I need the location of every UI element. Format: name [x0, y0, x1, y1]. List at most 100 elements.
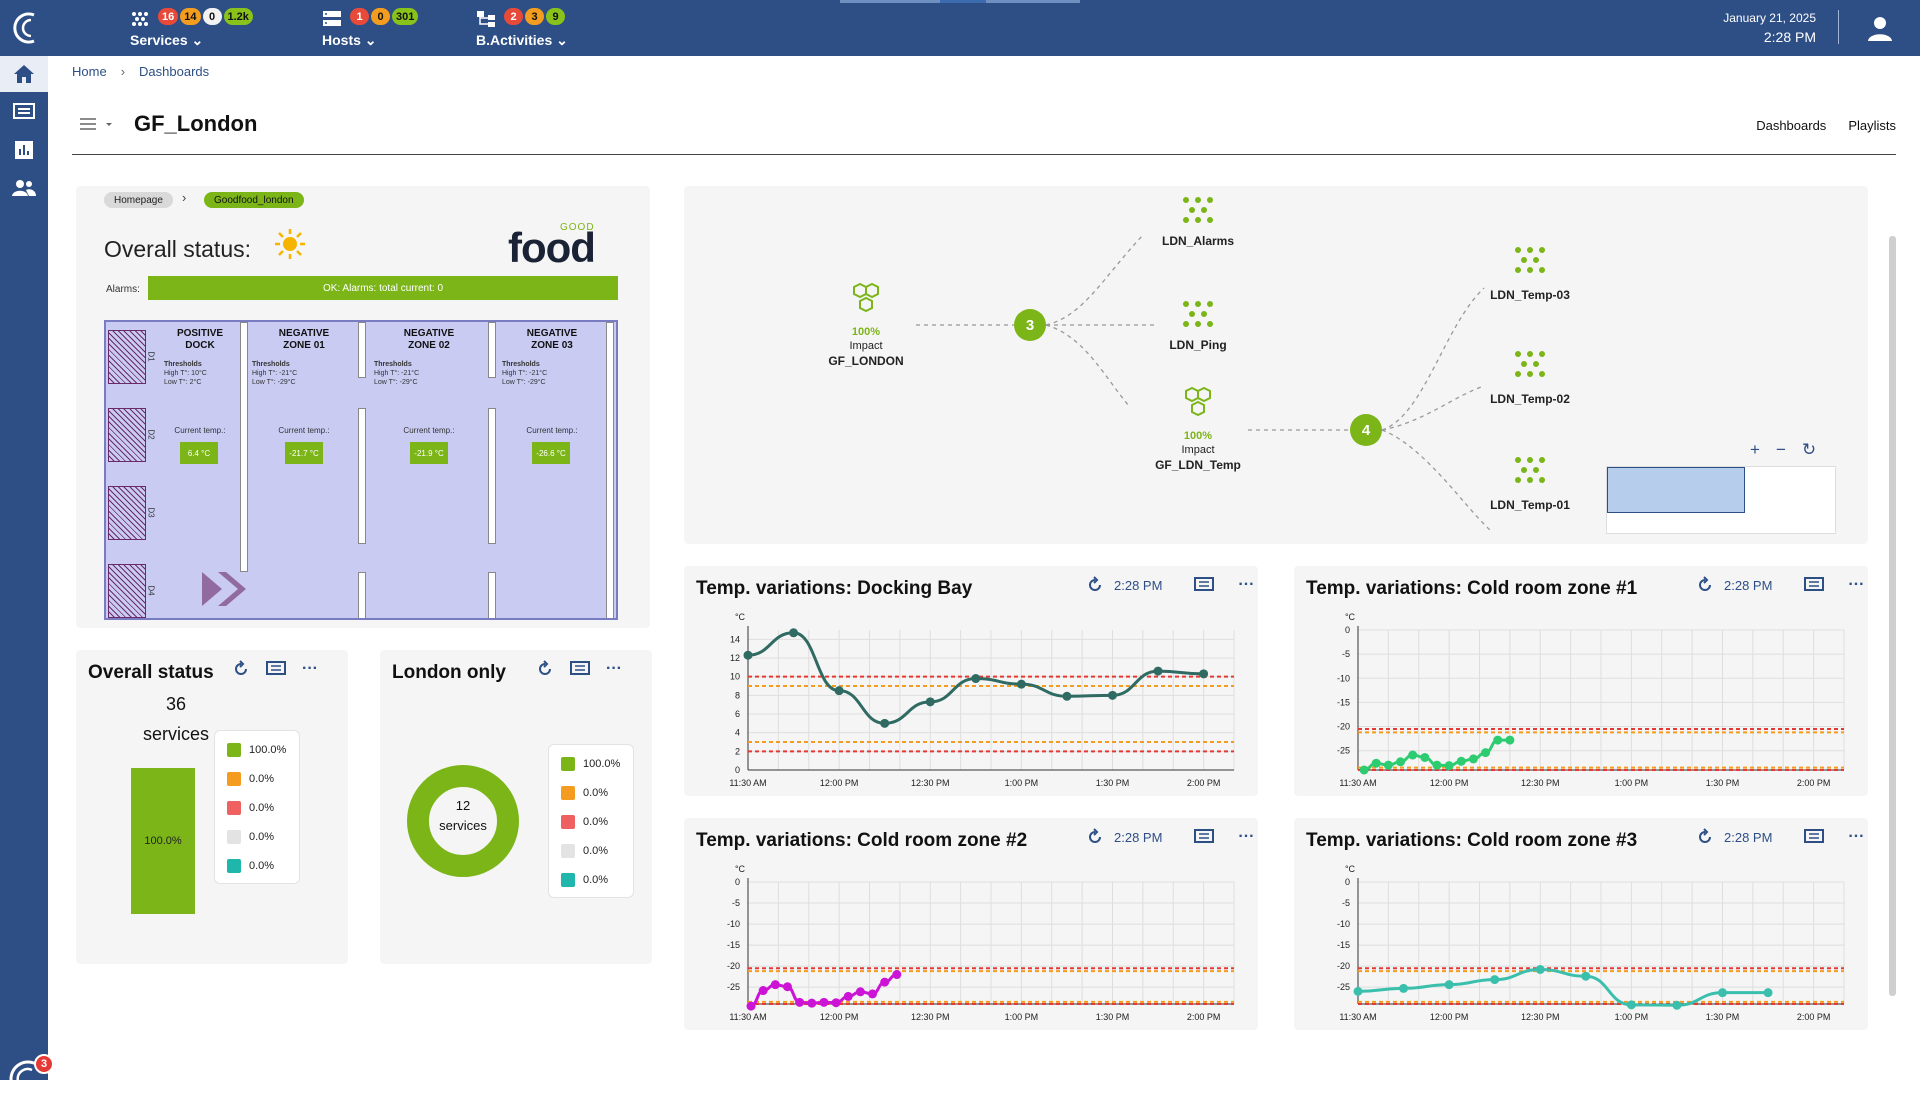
services-critical-badge[interactable]: 16	[158, 8, 179, 25]
data-point[interactable]	[925, 697, 935, 707]
temperature-chart[interactable]: 0 -5 -10 -15 -20 -25 °C 11:30 AM 12:00 PM 12:30 P…	[1294, 604, 1868, 796]
service-node-icon[interactable]	[1512, 348, 1548, 384]
mid-node-name[interactable]: GF_LDN_Temp	[1155, 458, 1241, 472]
data-point[interactable]	[1672, 1000, 1682, 1010]
data-point[interactable]	[1763, 988, 1773, 998]
topology-minimap[interactable]	[1606, 466, 1836, 534]
data-point[interactable]	[1383, 760, 1393, 770]
data-point[interactable]	[1420, 752, 1430, 762]
temperature-chart[interactable]: 0 -5 -10 -15 -20 -25 °C 11:30 AM 12:00 PM 12:30 P…	[1294, 856, 1868, 1030]
more-options-icon[interactable]: ···	[1848, 576, 1865, 593]
data-point[interactable]	[1626, 1000, 1636, 1010]
service-node-icon[interactable]	[1512, 454, 1548, 490]
zone-current-temp[interactable]: -26.6 °C	[532, 442, 570, 464]
comment-icon[interactable]	[1804, 829, 1825, 845]
temperature-chart[interactable]: 0 2 4 6 8 10 12 14 °C 11:30 AM 12:00 PM 12:30 PM 1:0…	[684, 604, 1258, 796]
sidebar-item-home[interactable]	[0, 56, 48, 92]
children-count-2[interactable]: 4	[1350, 414, 1382, 446]
data-point[interactable]	[789, 628, 799, 638]
data-point[interactable]	[880, 977, 890, 987]
zoom-out-button[interactable]: −	[1775, 440, 1786, 459]
data-point[interactable]	[892, 970, 902, 980]
data-point[interactable]	[1481, 748, 1491, 758]
data-point[interactable]	[1444, 761, 1454, 771]
root-node-name[interactable]: GF_LONDON	[828, 354, 904, 368]
data-point[interactable]	[1444, 980, 1454, 990]
services-unknown-badge[interactable]: 0	[202, 8, 222, 25]
more-options-icon[interactable]: ···	[1848, 828, 1865, 845]
breadcrumb-home[interactable]: Home	[72, 64, 107, 79]
breadcrumb-dashboards[interactable]: Dashboards	[139, 64, 210, 79]
data-point[interactable]	[1535, 965, 1545, 975]
comment-icon[interactable]	[570, 661, 590, 677]
data-point[interactable]	[1016, 679, 1026, 689]
service-node-icon[interactable]	[1512, 244, 1548, 280]
data-point[interactable]	[971, 674, 981, 684]
data-point[interactable]	[1108, 690, 1117, 700]
node-name[interactable]: LDN_Temp-02	[1490, 392, 1570, 406]
data-point[interactable]	[855, 987, 865, 997]
data-point[interactable]	[843, 991, 853, 1001]
data-point[interactable]	[782, 982, 792, 992]
hosts-unreachable-badge[interactable]: 0	[371, 8, 390, 25]
ba-critical-badge[interactable]: 2	[504, 8, 523, 25]
sidebar-item-users[interactable]	[0, 170, 48, 206]
node-name[interactable]: LDN_Ping	[1169, 338, 1227, 352]
zoom-reset-button[interactable]: ↻	[1801, 440, 1817, 459]
hosts-up-badge[interactable]: 301	[392, 8, 419, 25]
logo-icon[interactable]	[8, 8, 42, 48]
user-icon[interactable]	[1866, 14, 1894, 42]
business-activities-menu[interactable]: 2 3 9 B.Activities ⌄	[476, 8, 596, 52]
dashboards-link[interactable]: Dashboards	[1756, 118, 1827, 133]
comment-icon[interactable]	[1194, 829, 1215, 845]
data-point[interactable]	[795, 997, 805, 1007]
data-point[interactable]	[819, 997, 829, 1007]
services-menu[interactable]: 16 14 0 1.2k Services ⌄	[130, 8, 280, 52]
data-point[interactable]	[1468, 754, 1478, 764]
hosts-down-badge[interactable]: 1	[350, 8, 369, 25]
data-point[interactable]	[880, 718, 890, 728]
sidebar-item-reporting[interactable]	[0, 132, 48, 168]
node-name[interactable]: LDN_Alarms	[1161, 234, 1235, 248]
service-node-icon[interactable]	[1180, 298, 1216, 334]
refresh-icon[interactable]	[1086, 576, 1104, 594]
refresh-icon[interactable]	[1696, 828, 1714, 846]
more-options-icon[interactable]: ···	[1238, 576, 1255, 593]
scrollbar-thumb[interactable]	[1889, 236, 1896, 996]
refresh-icon[interactable]	[536, 660, 554, 678]
data-point[interactable]	[758, 986, 768, 996]
series-line[interactable]	[1357, 968, 1769, 1007]
data-point[interactable]	[1153, 666, 1163, 676]
floorplan-crumb-current[interactable]: Goodfood_london	[204, 192, 304, 208]
refresh-icon[interactable]	[232, 660, 250, 678]
alarms-status-bar[interactable]: OK: Alarms: total current: 0	[148, 276, 618, 300]
data-point[interactable]	[1408, 750, 1418, 760]
playlists-link[interactable]: Playlists	[1848, 118, 1896, 133]
data-point[interactable]	[1396, 757, 1406, 767]
data-point[interactable]	[1505, 735, 1515, 745]
data-point[interactable]	[1581, 971, 1591, 981]
floorplan-crumb-home[interactable]: Homepage	[104, 192, 173, 208]
sidebar-item-monitoring[interactable]	[0, 94, 48, 130]
impact-node-icon[interactable]	[848, 282, 884, 316]
data-point[interactable]	[1359, 765, 1369, 775]
data-point[interactable]	[1456, 756, 1466, 766]
refresh-icon[interactable]	[1696, 576, 1714, 594]
data-point[interactable]	[1353, 986, 1363, 996]
service-node-icon[interactable]	[1180, 194, 1216, 230]
minimap-viewport[interactable]	[1607, 467, 1745, 513]
data-point[interactable]	[1718, 988, 1727, 998]
refresh-icon[interactable]	[1086, 828, 1104, 846]
data-point[interactable]	[1493, 735, 1503, 745]
hosts-menu[interactable]: 1 0 301 Hosts ⌄	[322, 8, 442, 52]
children-count-1[interactable]: 3	[1014, 309, 1046, 341]
impact-node-icon[interactable]	[1180, 386, 1216, 420]
notification-badge[interactable]: 3	[34, 1054, 54, 1074]
data-point[interactable]	[1432, 760, 1442, 770]
donut-chart[interactable]	[406, 764, 520, 878]
data-point[interactable]	[770, 980, 780, 990]
zoom-in-button[interactable]: +	[1750, 440, 1760, 459]
comment-icon[interactable]	[266, 661, 286, 677]
donut-ring-ok[interactable]	[407, 765, 519, 877]
temperature-chart[interactable]: 0 -5 -10 -15 -20 -25 °C 11:30 AM 12:00 PM 12:30 P…	[684, 856, 1258, 1030]
